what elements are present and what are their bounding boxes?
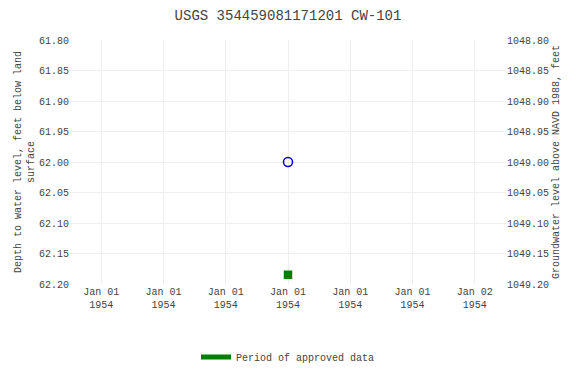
- svg-text:1048.85: 1048.85: [507, 66, 549, 77]
- svg-text:62.00: 62.00: [39, 158, 69, 169]
- svg-text:Groundwater level above NAVD 1: Groundwater level above NAVD 1988, feet: [551, 45, 562, 279]
- svg-text:Jan 011954: Jan 011954: [83, 287, 119, 311]
- svg-text:1049.05: 1049.05: [507, 188, 549, 199]
- svg-text:61.95: 61.95: [39, 127, 69, 138]
- svg-text:62.20: 62.20: [39, 280, 69, 291]
- svg-text:Jan 011954: Jan 011954: [332, 287, 368, 311]
- svg-text:Jan 011954: Jan 011954: [208, 287, 244, 311]
- svg-text:1048.95: 1048.95: [507, 127, 549, 138]
- svg-text:Jan 011954: Jan 011954: [270, 287, 306, 311]
- svg-text:1048.90: 1048.90: [507, 97, 549, 108]
- svg-text:Depth to water level, feet bel: Depth to water level, feet below landsur…: [13, 51, 37, 273]
- svg-text:1049.15: 1049.15: [507, 249, 549, 260]
- svg-text:USGS 354459081171201 CW-101: USGS 354459081171201 CW-101: [175, 8, 402, 24]
- svg-text:Period of approved data: Period of approved data: [236, 353, 374, 364]
- svg-text:Jan 011954: Jan 011954: [395, 287, 431, 311]
- svg-text:1048.80: 1048.80: [507, 36, 549, 47]
- svg-text:61.90: 61.90: [39, 97, 69, 108]
- svg-text:61.85: 61.85: [39, 66, 69, 77]
- svg-text:62.05: 62.05: [39, 188, 69, 199]
- svg-text:61.80: 61.80: [39, 36, 69, 47]
- svg-text:1049.20: 1049.20: [507, 280, 549, 291]
- svg-text:Jan 021954: Jan 021954: [457, 287, 493, 311]
- svg-text:1049.10: 1049.10: [507, 219, 549, 230]
- svg-text:62.15: 62.15: [39, 249, 69, 260]
- svg-text:62.10: 62.10: [39, 219, 69, 230]
- svg-text:1049.00: 1049.00: [507, 158, 549, 169]
- svg-text:Jan 011954: Jan 011954: [145, 287, 181, 311]
